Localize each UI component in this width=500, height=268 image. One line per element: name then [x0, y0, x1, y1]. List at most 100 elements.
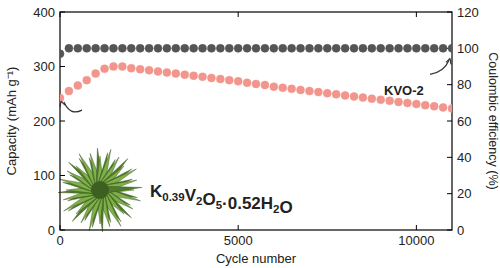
y2-tick: [447, 12, 452, 13]
series: [60, 44, 452, 57]
y-axis-title: Capacity (mAh g⁻¹): [4, 67, 19, 176]
point: [252, 44, 260, 52]
point: [190, 44, 198, 52]
point: [288, 85, 296, 93]
point: [216, 44, 224, 52]
point: [386, 44, 394, 52]
point: [377, 44, 385, 52]
point: [243, 44, 251, 52]
point: [395, 44, 403, 52]
point: [145, 66, 153, 74]
x-tick-top: [416, 12, 417, 17]
point: [234, 77, 242, 85]
y2-tick-label: 40: [457, 150, 471, 165]
point: [83, 44, 91, 52]
point: [65, 44, 73, 52]
point: [101, 44, 109, 52]
point: [252, 80, 260, 88]
x-tick-label: 0: [56, 233, 63, 248]
point: [297, 86, 305, 94]
point: [305, 87, 313, 95]
point: [65, 87, 73, 95]
point: [350, 92, 358, 100]
illustration: [58, 148, 142, 232]
arrow: [64, 102, 82, 112]
y-tick-label: 100: [33, 168, 55, 183]
point: [154, 44, 162, 52]
point: [225, 44, 233, 52]
y-tick: [60, 66, 65, 67]
x-axis-title: Cycle number: [216, 251, 297, 266]
point: [207, 44, 215, 52]
point: [430, 44, 438, 52]
formula-part: 0.52: [228, 194, 261, 213]
point: [60, 50, 64, 58]
annotation: KVO-2: [384, 83, 424, 98]
y2-tick-label: 120: [457, 5, 479, 20]
y2-tick-label: 20: [457, 186, 471, 201]
point: [439, 44, 447, 52]
point: [163, 44, 171, 52]
point: [74, 44, 82, 52]
plot-area: [60, 44, 452, 112]
point: [92, 44, 100, 52]
y-tick: [60, 121, 65, 122]
point: [430, 102, 438, 110]
y2-tick: [447, 121, 452, 122]
series: [60, 63, 452, 113]
formula: K0.39V2O5·0.52H2O: [150, 182, 293, 217]
point: [225, 76, 233, 84]
point: [92, 70, 100, 78]
point: [207, 74, 215, 82]
y2-tick-label: 100: [457, 41, 479, 56]
x-tick: [416, 225, 417, 230]
point: [359, 44, 367, 52]
point: [332, 90, 340, 98]
point: [118, 63, 126, 71]
point: [332, 44, 340, 52]
point: [341, 44, 349, 52]
point: [412, 100, 420, 108]
y2-tick: [447, 157, 452, 158]
point: [190, 72, 198, 80]
point: [127, 44, 135, 52]
point: [314, 88, 322, 96]
arrow-head: [446, 58, 451, 64]
point: [118, 44, 126, 52]
point: [234, 44, 242, 52]
point: [101, 65, 109, 73]
point: [199, 73, 207, 81]
point: [109, 44, 117, 52]
point: [163, 68, 171, 76]
formula-part: V: [185, 186, 197, 205]
chart: 05000100000100200300400020406080100120Cy…: [0, 0, 500, 268]
point: [216, 75, 224, 83]
point: [181, 44, 189, 52]
point: [448, 44, 452, 52]
point: [74, 82, 82, 90]
x-tick-label: 5000: [224, 233, 253, 248]
point: [350, 44, 358, 52]
point: [136, 65, 144, 73]
point: [403, 99, 411, 107]
point: [395, 98, 403, 106]
y2-tick: [447, 230, 452, 231]
formula-part: K: [150, 182, 163, 201]
y2-axis-title: Coulombic efficiency (%): [486, 52, 500, 189]
y2-tick-label: 60: [457, 114, 471, 129]
point: [154, 67, 162, 75]
y-tick-label: 0: [48, 223, 55, 238]
arrow-head: [60, 101, 65, 107]
x-tick: [238, 225, 239, 230]
point: [297, 44, 305, 52]
point: [323, 89, 331, 97]
point: [279, 84, 287, 92]
y-tick-label: 200: [33, 114, 55, 129]
point: [136, 44, 144, 52]
point: [270, 83, 278, 91]
formula-part: H: [261, 194, 273, 213]
frame: [60, 12, 452, 230]
x-tick-label: 10000: [398, 233, 434, 248]
point: [60, 94, 64, 102]
point: [83, 76, 91, 84]
